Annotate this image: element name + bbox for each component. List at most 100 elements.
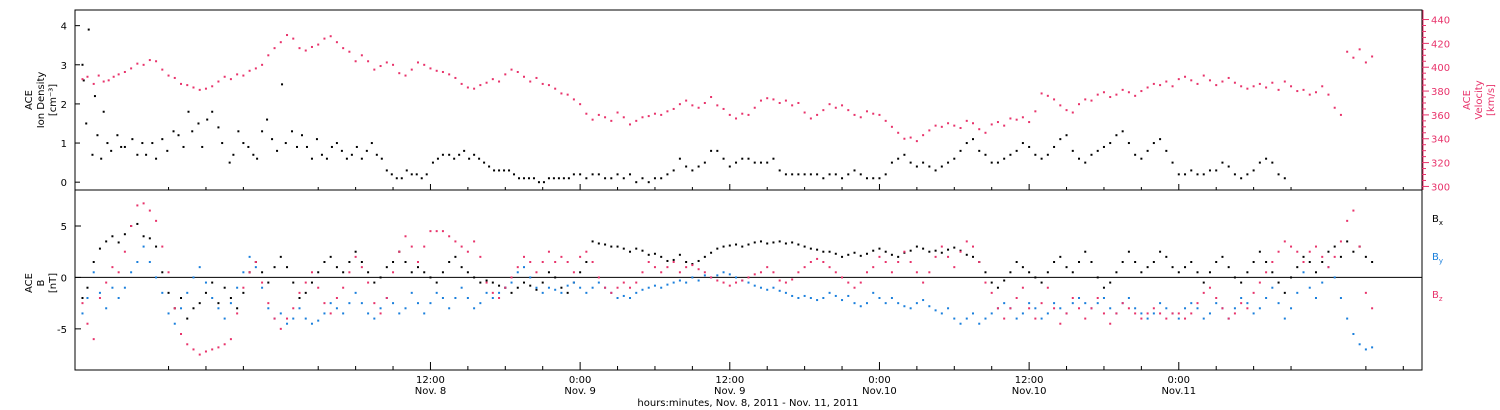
velocity-point	[922, 134, 925, 137]
density-point	[123, 145, 126, 148]
velocity-point	[691, 104, 694, 107]
b-black-point	[161, 271, 164, 274]
density-point	[136, 153, 139, 156]
density-point	[1252, 169, 1255, 172]
b-red-point	[161, 245, 164, 248]
b-axis-title: ACE B [nT]	[24, 273, 59, 293]
b-blue-point	[498, 291, 501, 294]
velocity-point	[1296, 90, 1299, 93]
b-red-point	[915, 271, 918, 274]
density-point	[532, 177, 535, 180]
b-blue-point	[554, 288, 557, 291]
density-point	[816, 173, 819, 176]
density-point	[1090, 153, 1093, 156]
density-point	[972, 138, 974, 141]
b-blue-point	[516, 271, 519, 274]
b-black-point	[335, 266, 338, 269]
b-red-point	[629, 286, 632, 289]
b-black-point	[410, 271, 413, 274]
b-blue-point	[211, 297, 214, 299]
b-black-point	[947, 248, 950, 251]
b-black-point	[1152, 261, 1155, 263]
density-point	[897, 157, 900, 160]
b-black-point	[1321, 261, 1324, 263]
b-red-point	[566, 261, 569, 263]
b-black-point	[1352, 250, 1355, 253]
density-point	[1115, 134, 1118, 137]
b-blue-point	[922, 299, 925, 302]
velocity-point	[1352, 56, 1355, 59]
density-point	[878, 177, 881, 180]
b-red-point	[1271, 261, 1274, 263]
time-tick-label: 0:00	[868, 375, 890, 386]
b-blue-point	[872, 291, 875, 294]
velocity-point	[1134, 94, 1137, 97]
density-point	[1021, 142, 1024, 145]
b-red-point	[940, 245, 943, 248]
velocity-title-line2: Velocity	[1474, 80, 1485, 119]
density-point	[415, 173, 418, 176]
velocity-point	[741, 112, 744, 115]
velocity-point	[510, 68, 513, 71]
density-point	[110, 149, 113, 152]
velocity-point	[404, 74, 407, 77]
b-blue-point	[541, 291, 544, 294]
velocity-point	[1140, 90, 1143, 93]
density-point	[1240, 177, 1243, 180]
time-tick-label: 12:00	[1015, 375, 1044, 386]
density-point	[345, 157, 348, 160]
b-black-point	[722, 245, 725, 248]
b-black-point	[678, 253, 681, 256]
density-point	[320, 153, 323, 156]
b-red-point	[348, 271, 351, 274]
b-red-point	[1165, 317, 1168, 320]
velocity-point	[466, 86, 469, 89]
b-red-point	[261, 281, 264, 284]
velocity-point	[1152, 82, 1155, 85]
date-tick-label: Nov.11	[1161, 386, 1196, 397]
velocity-point	[473, 87, 476, 90]
b-black-point	[485, 279, 488, 282]
b-blue-point	[1314, 297, 1317, 299]
velocity-tick-label: 340	[1431, 135, 1450, 146]
b-black-point	[934, 249, 937, 252]
b-black-point	[516, 286, 519, 289]
b-title-line3: [nT]	[48, 273, 59, 293]
velocity-point	[173, 76, 176, 79]
b-black-point	[1265, 261, 1268, 263]
b-black-point	[1246, 271, 1249, 274]
b-blue-point	[1084, 302, 1087, 305]
b-red-point	[1233, 312, 1236, 315]
b-blue-point	[404, 307, 407, 310]
b-black-point	[647, 253, 650, 256]
b-blue-point	[1177, 317, 1180, 320]
b-red-point	[996, 307, 999, 310]
b-red-point	[710, 276, 713, 279]
density-point	[281, 83, 284, 86]
b-blue-point	[697, 279, 700, 282]
b-black-point	[1084, 250, 1087, 253]
b-red-point	[547, 250, 550, 253]
velocity-point	[441, 70, 444, 73]
b-blue-point	[940, 312, 943, 315]
velocity-point	[928, 129, 931, 132]
velocity-point	[261, 63, 264, 66]
b-blue-point	[310, 322, 313, 325]
density-point	[922, 161, 925, 164]
density-point	[666, 173, 669, 176]
b-blue-point	[897, 302, 900, 305]
b-black-point	[1208, 271, 1211, 274]
b-black-point	[236, 307, 239, 310]
velocity-point	[890, 125, 893, 128]
velocity-tick-label: 300	[1431, 182, 1450, 193]
b-red-point	[703, 271, 706, 274]
velocity-point	[204, 87, 207, 90]
density-point	[410, 173, 413, 176]
velocity-point	[629, 123, 632, 126]
velocity-point	[791, 104, 794, 107]
b-red-point	[1196, 302, 1199, 305]
b-black-point	[267, 281, 270, 284]
b-red-point	[123, 250, 126, 253]
b-black-point	[1346, 240, 1349, 243]
density-point	[390, 173, 393, 176]
